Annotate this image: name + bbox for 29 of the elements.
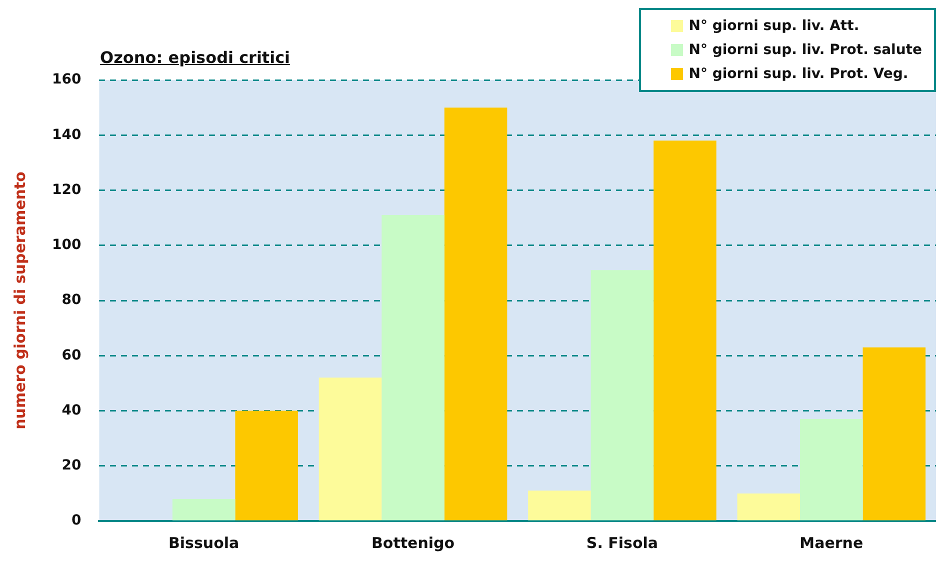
x-tick-label: Bissuola (168, 534, 240, 552)
bar (800, 419, 863, 520)
bar (318, 378, 382, 520)
bar (172, 498, 236, 520)
bar (590, 270, 654, 520)
y-axis-title: numero giorni di superamento (10, 172, 29, 430)
y-tick-label: 140 (52, 126, 82, 143)
bar (654, 140, 716, 520)
y-tick-label: 0 (71, 512, 82, 529)
bar (235, 410, 298, 520)
x-tick-label: Bottenigo (371, 534, 455, 552)
y-tick-label: 80 (62, 292, 82, 308)
bar (444, 108, 508, 520)
y-tick-label: 100 (52, 237, 82, 254)
legend-label: N° giorni sup. liv. Att. (688, 18, 860, 34)
bar (737, 493, 800, 520)
y-tick-label: 40 (62, 402, 82, 418)
y-tick-label: 160 (52, 72, 82, 88)
chart-title: Ozono: episodi critici (100, 48, 290, 67)
legend-label: N° giorni sup. liv. Prot. salute (688, 42, 922, 58)
bar (528, 490, 591, 520)
x-tick-label: Maerne (800, 534, 864, 552)
x-tick-label: S. Fisola (586, 534, 658, 552)
y-tick-label: 20 (62, 458, 82, 474)
y-tick-label: 60 (62, 347, 82, 364)
legend-label: N° giorni sup. liv. Prot. Veg. (688, 66, 908, 82)
bar (862, 347, 926, 520)
bar (382, 215, 444, 520)
y-tick-label: 120 (52, 182, 82, 198)
